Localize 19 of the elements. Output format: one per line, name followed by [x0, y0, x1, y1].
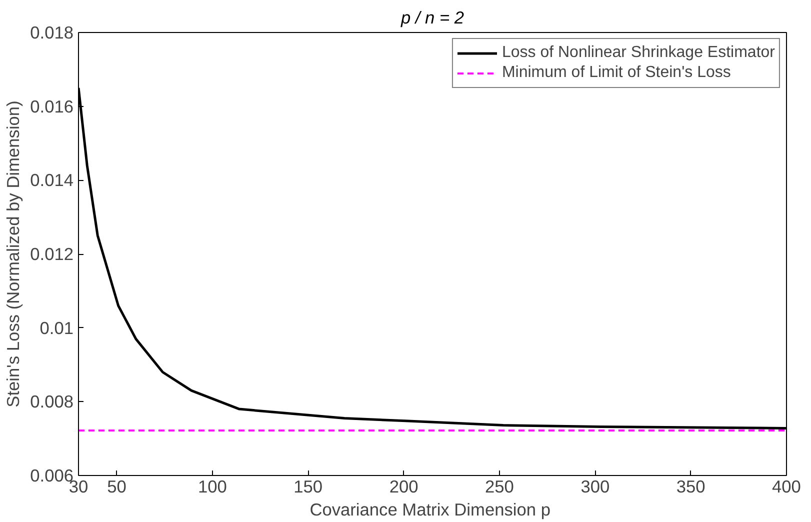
y-tick-label: 0.012 [30, 244, 74, 264]
x-tick-label: 200 [389, 476, 418, 496]
x-tick-label: 100 [198, 476, 227, 496]
x-tick-label: 50 [107, 476, 126, 496]
y-axis-title: Stein's Loss (Normalized by Dimension) [3, 100, 24, 408]
y-tick-label: 0.018 [30, 22, 74, 42]
x-axis-title: Covariance Matrix Dimension p [310, 500, 550, 520]
x-tick-label: 300 [580, 476, 610, 496]
x-tick-label: 350 [676, 476, 706, 496]
x-tick-label: 400 [772, 476, 801, 496]
chart-title: p / n = 2 [400, 8, 464, 28]
legend-label: Loss of Nonlinear Shrinkage Estimator [502, 44, 775, 62]
legend-label: Minimum of Limit of Stein's Loss [502, 64, 731, 82]
y-tick-label: 0.01 [40, 318, 74, 338]
y-tick-label: 0.014 [30, 170, 74, 190]
y-tick-label: 0.016 [30, 96, 74, 116]
x-tick-label: 150 [294, 476, 323, 496]
y-tick-label: 0.008 [30, 392, 74, 412]
x-tick-label: 250 [485, 476, 514, 496]
